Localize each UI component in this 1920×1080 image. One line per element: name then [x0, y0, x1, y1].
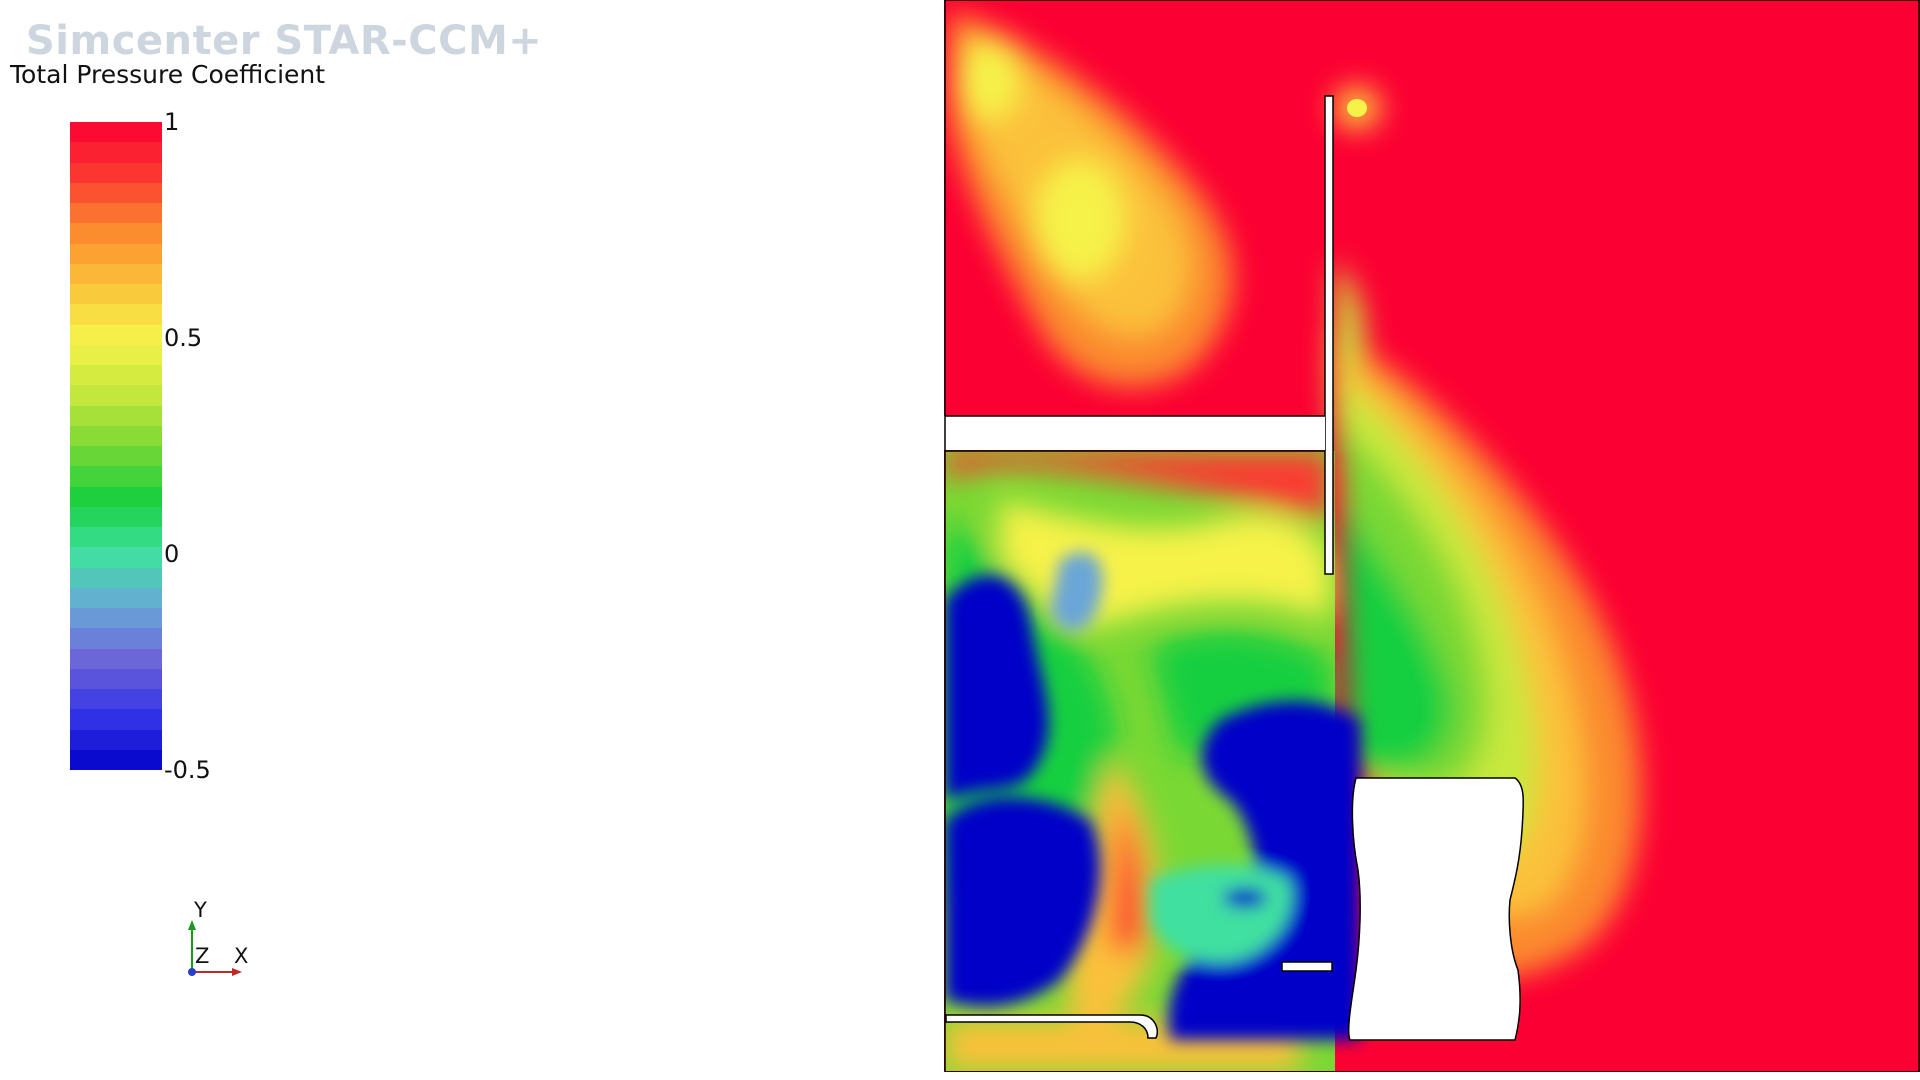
color-legend-bar — [70, 122, 162, 770]
legend-color-band — [70, 749, 162, 770]
z-axis-dot — [188, 968, 196, 976]
legend-color-band — [70, 263, 162, 284]
legend-tick-label: 0.5 — [164, 324, 203, 352]
legend-color-band — [70, 203, 162, 224]
legend-color-band — [70, 506, 162, 527]
legend-color-band — [70, 689, 162, 710]
legend-color-band — [70, 668, 162, 689]
z-axis-label: Z — [195, 944, 209, 968]
separator-gap — [944, 416, 1325, 450]
legend-color-band — [70, 587, 162, 608]
legend-color-band — [70, 243, 162, 264]
x-axis-arrowhead — [232, 968, 242, 976]
y-axis-label: Y — [193, 898, 207, 922]
legend-color-band — [70, 486, 162, 507]
lower-lip — [945, 1014, 1159, 1039]
legend-color-band — [70, 122, 162, 143]
vertical-plate — [1324, 95, 1334, 575]
legend-color-band — [70, 628, 162, 649]
y-axis-arrowhead — [188, 920, 196, 930]
legend-color-band — [70, 405, 162, 426]
axes-triad: Y Z X — [188, 898, 248, 976]
legend-title: Total Pressure Coefficient — [10, 60, 326, 89]
legend-color-band — [70, 324, 162, 345]
legend-color-band — [70, 223, 162, 244]
legend-color-band — [70, 608, 162, 629]
legend-color-band — [70, 466, 162, 487]
legend-color-band — [70, 182, 162, 203]
small-ledge — [1281, 961, 1333, 972]
legend-color-band — [70, 425, 162, 446]
legend-color-band — [70, 648, 162, 669]
legend-color-band — [70, 344, 162, 365]
legend-color-band — [70, 142, 162, 163]
domain-boundary — [944, 0, 1920, 1072]
legend-color-band — [70, 304, 162, 325]
legend-color-band — [70, 709, 162, 730]
legend-tick-label: -0.5 — [164, 756, 211, 784]
pressure-contour-plot — [944, 0, 1920, 1072]
legend-color-band — [70, 527, 162, 548]
legend-tick-label: 0 — [164, 540, 180, 568]
tip-vortex-core — [1347, 99, 1367, 117]
app-brand-watermark: Simcenter STAR-CCM+ — [26, 18, 543, 64]
legend-color-band — [70, 729, 162, 750]
upper-cavity-field — [950, 10, 1233, 388]
legend-color-band — [70, 446, 162, 467]
legend-color-band — [70, 547, 162, 568]
legend-color-band — [70, 385, 162, 406]
lower-cavity-field — [945, 451, 1360, 1071]
legend-color-band — [70, 162, 162, 183]
legend-color-band — [70, 284, 162, 305]
legend-tick-label: 1 — [164, 108, 180, 136]
legend-color-band — [70, 567, 162, 588]
wake-plume — [1330, 86, 1642, 980]
legend-color-band — [70, 365, 162, 386]
wheel-body — [1347, 777, 1525, 1041]
x-axis-label: X — [234, 944, 248, 968]
